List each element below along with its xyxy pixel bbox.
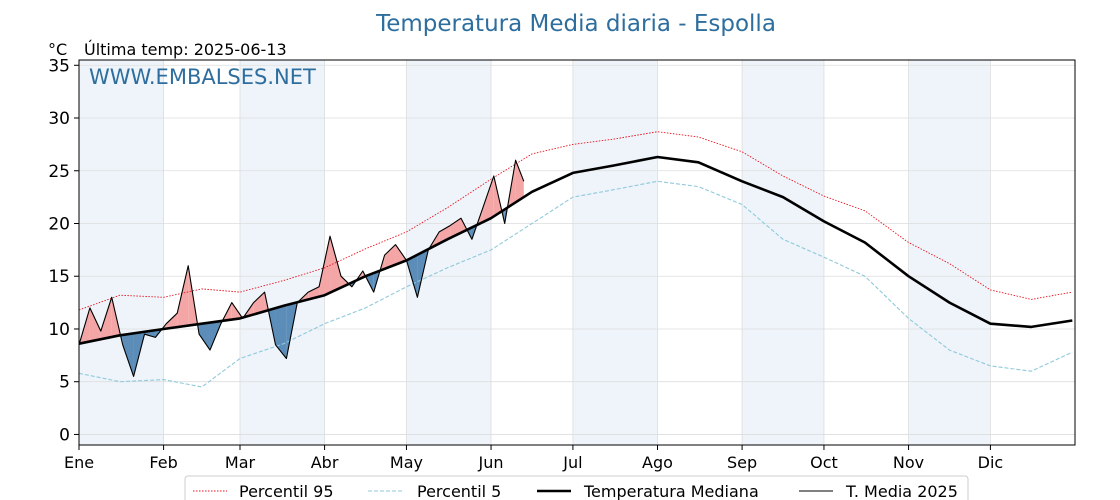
x-tick-label: May	[390, 453, 423, 472]
y-tick-label: 35	[48, 56, 70, 76]
watermark: WWW.EMBALSES.NET	[89, 65, 316, 89]
x-axis: Ene Feb Mar Abr May Jun Jul Ago Sep Oct Nov Dic	[64, 445, 1003, 472]
y-tick-label: 25	[48, 162, 70, 182]
gridlines	[78, 60, 1075, 445]
legend-box	[184, 475, 969, 500]
fill-above-median	[100, 297, 112, 340]
y-tick-label: 20	[48, 214, 70, 234]
fill-above-median	[515, 160, 524, 203]
y-tick-label: 0	[59, 425, 70, 445]
x-tick-label: Jul	[562, 453, 582, 472]
plot-frame	[78, 59, 1076, 446]
chart-title: Temperatura Media diaria - Espolla	[375, 11, 776, 37]
y-tick-label: 30	[48, 109, 70, 129]
month-band	[742, 60, 824, 445]
month-band	[572, 60, 658, 445]
fill-above-median	[166, 313, 178, 329]
x-tick-label: Abr	[311, 453, 339, 472]
x-tick-label: Ago	[642, 453, 673, 472]
x-tick-label: Nov	[893, 453, 924, 472]
month-band	[79, 60, 164, 445]
legend-label-series2025: T. Media 2025	[845, 482, 958, 500]
p95-line	[78, 131, 1073, 311]
y-axis: 0 5 10 15 20 25 30 35	[48, 56, 79, 445]
y-tick-label: 15	[48, 267, 70, 287]
fill-above-median	[395, 244, 407, 265]
x-tick-label: Feb	[149, 453, 177, 472]
series-2025-line	[78, 159, 525, 377]
legend-label-p95: Percentil 95	[239, 482, 334, 500]
fill-below-median	[122, 333, 134, 377]
fill-above-median	[253, 292, 265, 315]
x-tick-label: Mar	[225, 453, 256, 472]
plot-background	[79, 60, 991, 445]
y-tick-label: 5	[59, 373, 70, 393]
fill-above-median	[319, 236, 331, 297]
legend-label-median: Temperatura Mediana	[583, 482, 759, 500]
series-lines	[78, 131, 1073, 388]
p5-line	[78, 180, 1073, 388]
fill-above-median	[482, 176, 494, 223]
unit-label: °C	[48, 40, 67, 59]
x-tick-label: Oct	[810, 453, 838, 472]
last-temp-label: Última temp: 2025-06-13	[84, 40, 287, 59]
x-tick-label: Jun	[478, 453, 504, 472]
month-band	[239, 60, 325, 445]
month-band	[908, 60, 991, 445]
y-tick-label: 10	[48, 320, 70, 340]
fill-above-median	[384, 244, 396, 269]
legend: Percentil 95 Percentil 5 Temperatura Media…	[184, 475, 969, 500]
fill-above-median	[89, 307, 101, 342]
median-line	[78, 155, 1073, 345]
legend-label-p5: Percentil 5	[417, 482, 501, 500]
x-tick-label: Sep	[727, 453, 757, 472]
x-tick-label: Dic	[978, 453, 1004, 472]
fill-above-median	[330, 236, 341, 293]
x-tick-label: Ene	[64, 453, 94, 472]
fill-below-median	[199, 322, 210, 351]
fill-above-median	[177, 265, 189, 328]
